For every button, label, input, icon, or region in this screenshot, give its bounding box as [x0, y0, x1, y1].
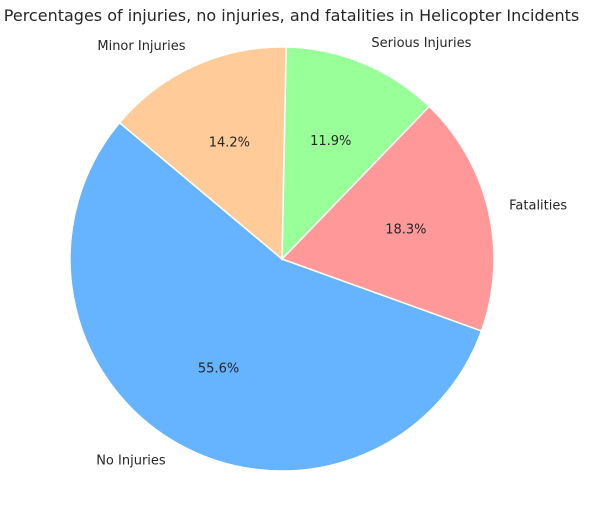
pie-category-label-fatalities: Fatalities: [509, 199, 567, 214]
pie-category-label-minor-injuries: Minor Injuries: [97, 39, 185, 54]
pie-slice-minor-injuries: [118, 46, 287, 261]
pie-slice-serious-injuries: [281, 46, 431, 261]
pie-pct-label-fatalities: 18.3%: [385, 223, 426, 238]
pie-category-label-serious-injuries: Serious Injuries: [371, 36, 471, 51]
pie-pct-label-serious-injuries: 11.9%: [310, 134, 351, 149]
pie-slice-fatalities: [280, 105, 495, 332]
pie-slice-no-injuries: [69, 121, 483, 472]
pie-category-label-no-injuries: No Injuries: [96, 454, 166, 469]
pie-pct-label-minor-injuries: 14.2%: [209, 136, 250, 151]
pie-pct-label-no-injuries: 55.6%: [198, 362, 239, 377]
chart-title: Percentages of injuries, no injuries, an…: [3, 6, 580, 25]
